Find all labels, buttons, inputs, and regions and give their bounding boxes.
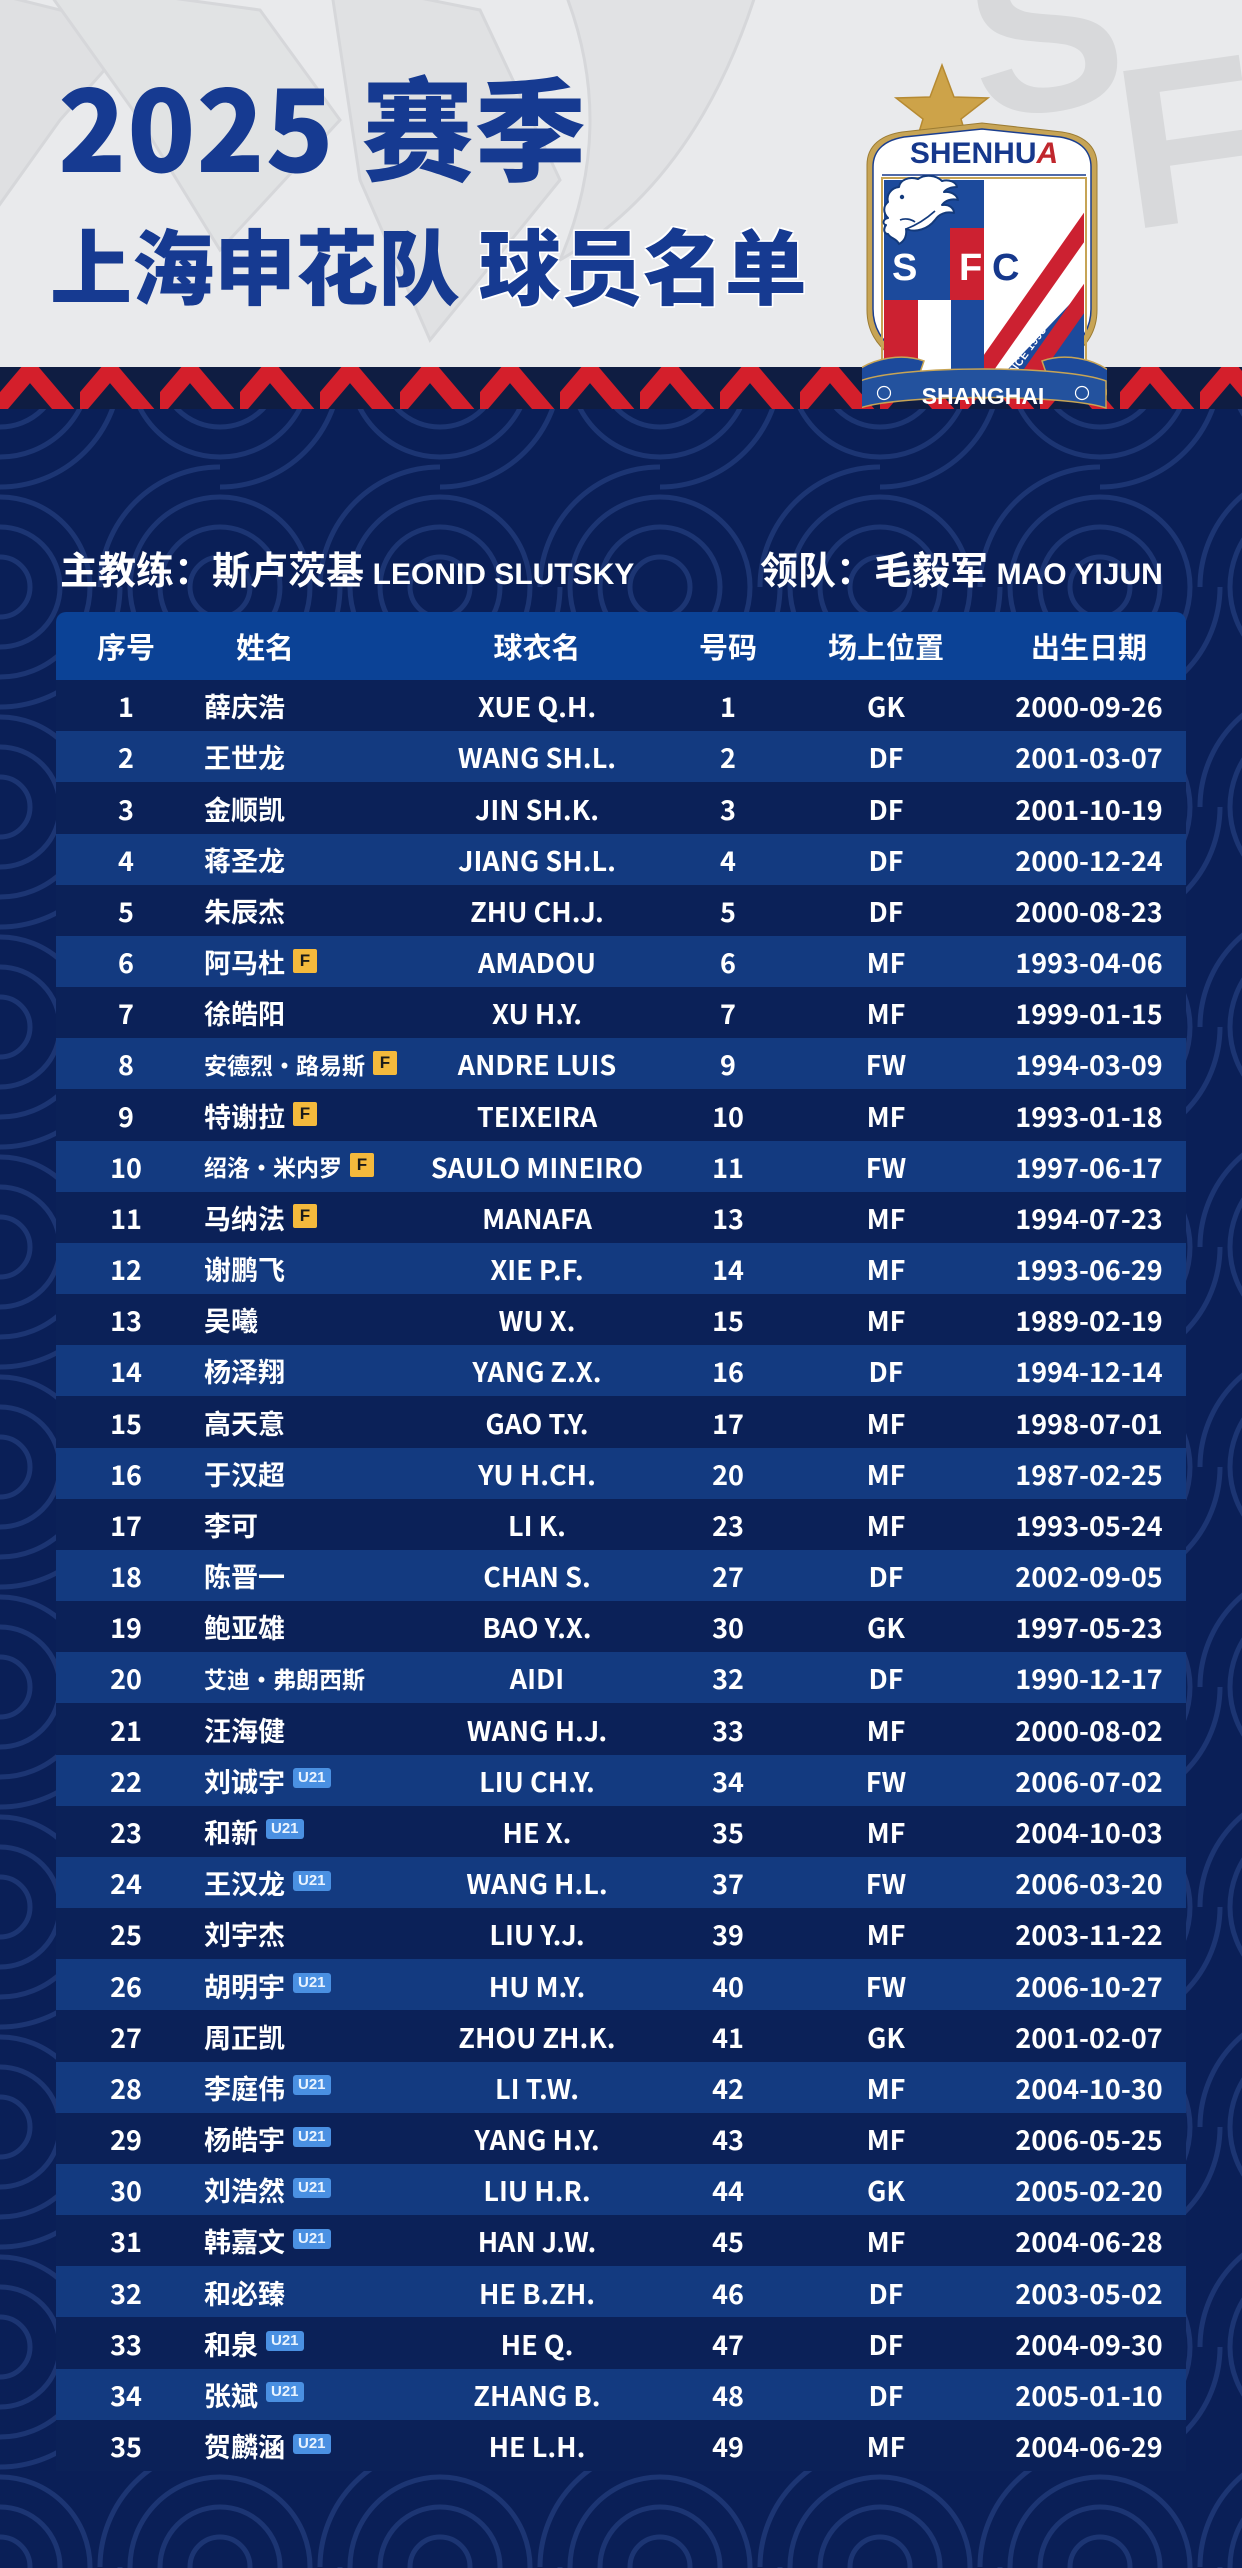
svg-text:F: F xyxy=(959,247,982,289)
svg-text:C: C xyxy=(992,247,1019,289)
svg-text:SHANGHAI: SHANGHAI xyxy=(922,383,1045,409)
svg-text:S: S xyxy=(892,247,917,289)
svg-text:SHENHUA: SHENHUA xyxy=(910,137,1058,170)
